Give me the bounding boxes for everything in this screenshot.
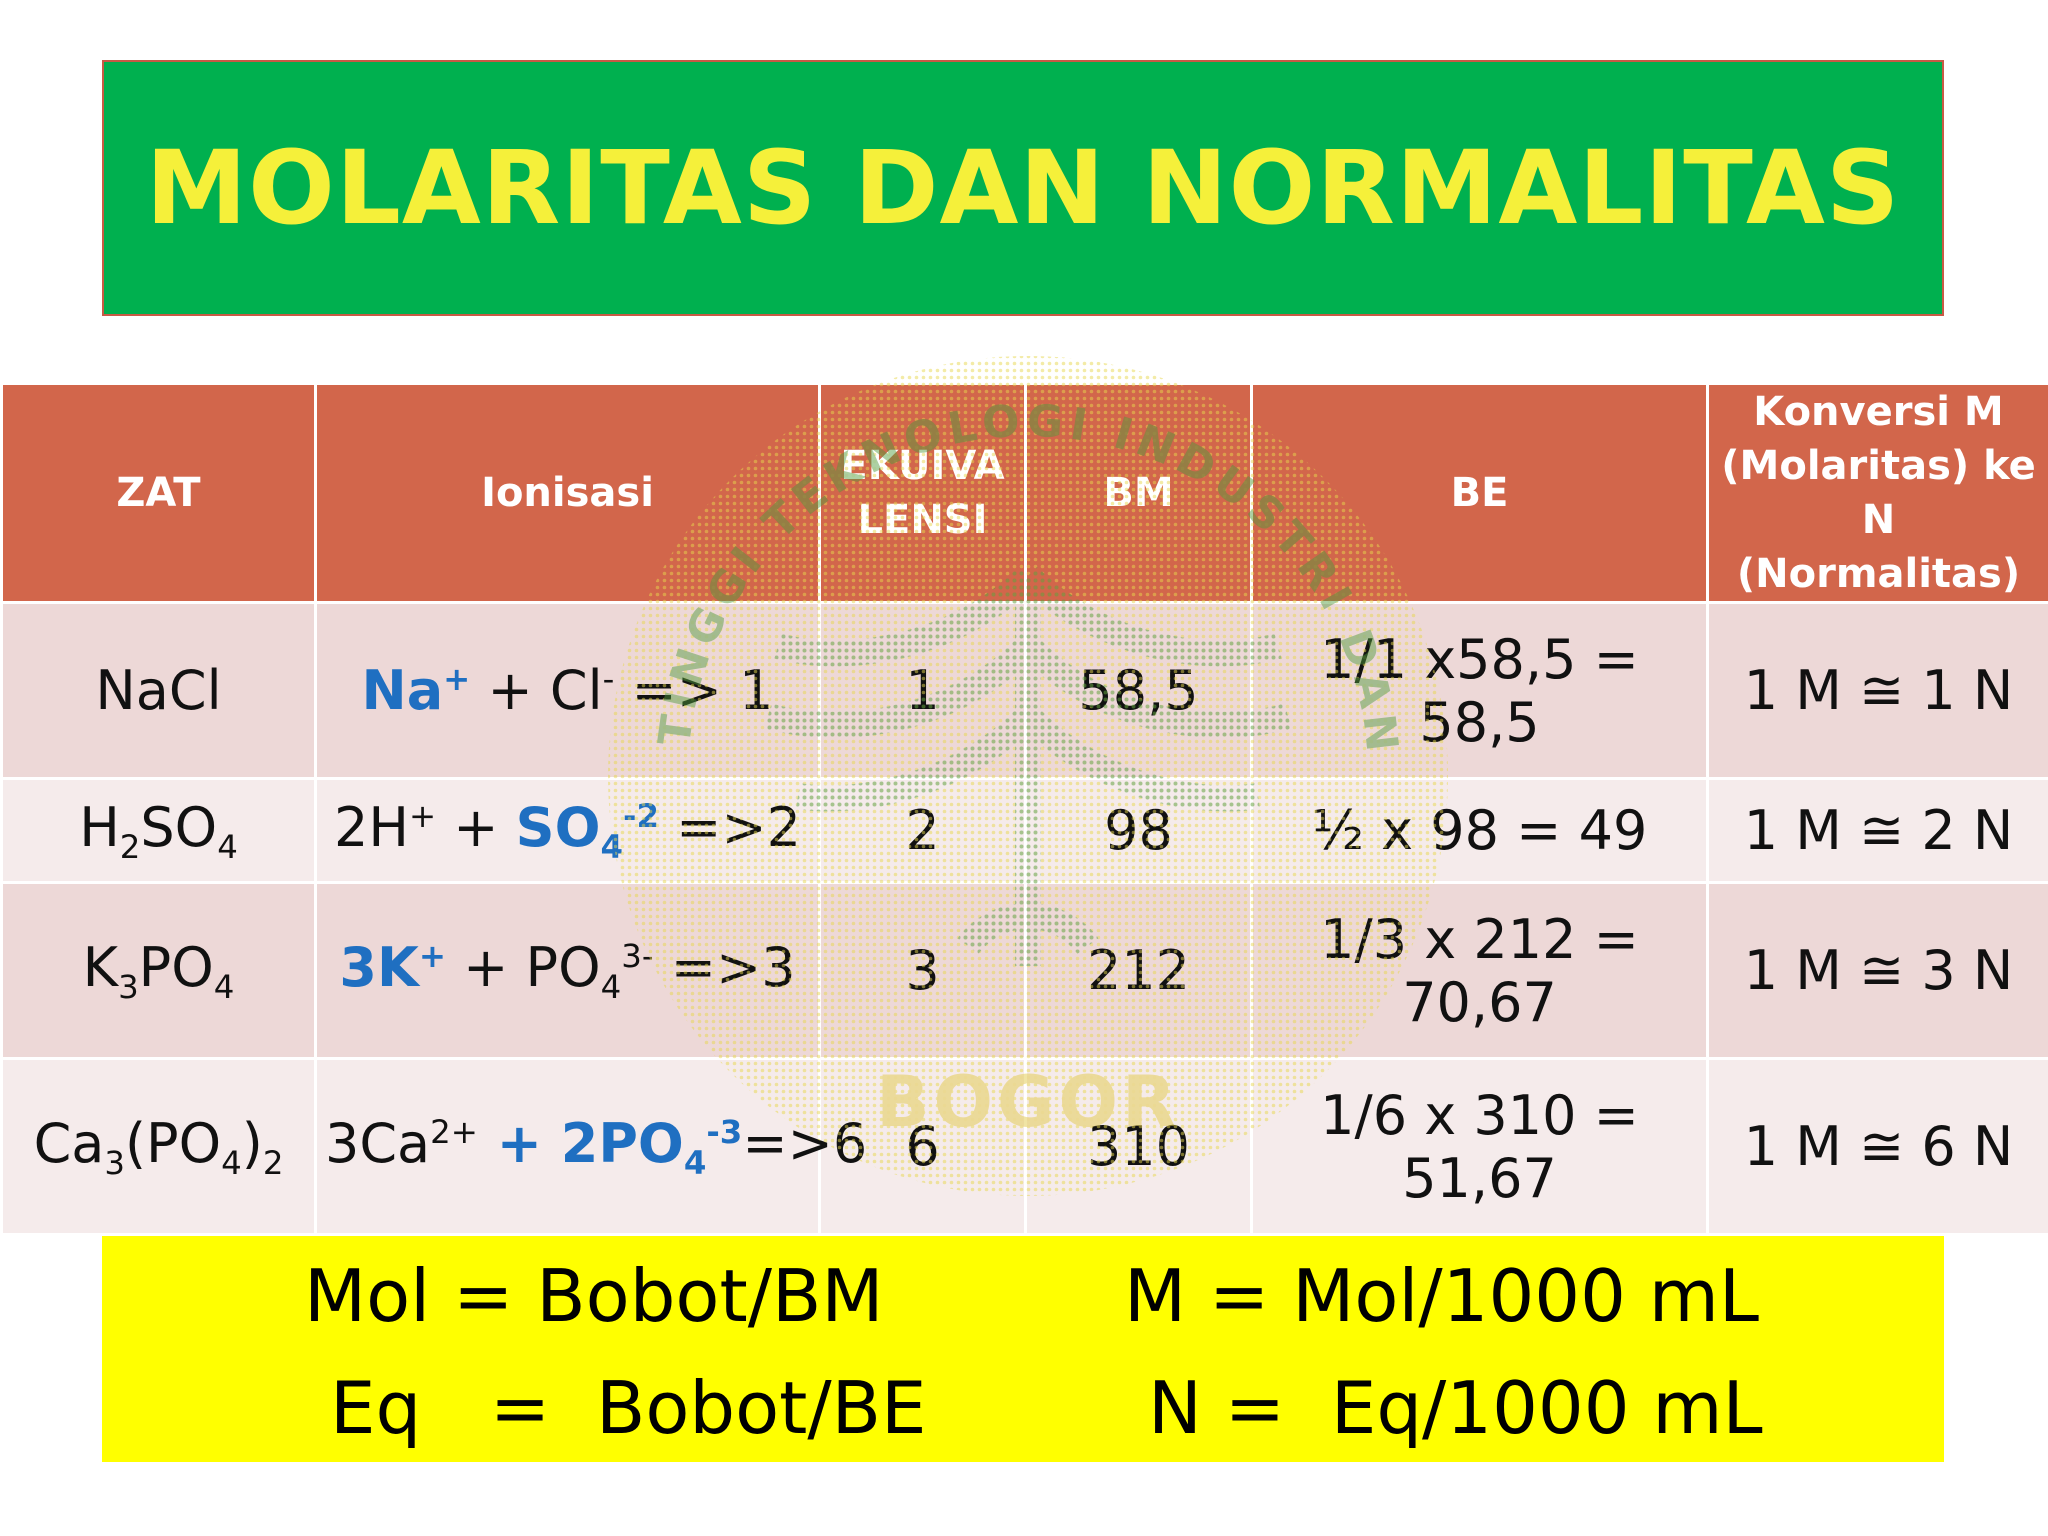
ion-part: 3K bbox=[339, 935, 419, 999]
header-ekuivalensi: EKUIVA LENSI bbox=[818, 382, 1027, 604]
table-header-row: ZAT Ionisasi EKUIVA LENSI BM BE Konversi… bbox=[0, 382, 2048, 604]
header-konversi-line3: N (Normalitas) bbox=[1736, 497, 2021, 597]
cell-bm: 58,5 bbox=[1024, 601, 1253, 780]
zat-part: H bbox=[79, 795, 120, 859]
zat-subscript: 4 bbox=[213, 967, 235, 1006]
ion-part: + Cl bbox=[470, 659, 603, 722]
formula-mol: Mol = Bobot/BM bbox=[304, 1254, 884, 1338]
cell-konversi: 1 M ≅ 2 N bbox=[1706, 777, 2048, 884]
ion-part: 3Ca bbox=[325, 1111, 431, 1175]
header-konversi-line1: Konversi M bbox=[1753, 389, 2004, 435]
conversion-table: ZAT Ionisasi EKUIVA LENSI BM BE Konversi… bbox=[0, 382, 2048, 1236]
ion-part: 2H bbox=[333, 795, 409, 859]
cell-bm: 310 bbox=[1024, 1057, 1253, 1236]
ion-part: Na bbox=[361, 659, 444, 722]
formula-molarity: M = Mol/1000 mL bbox=[1124, 1254, 1760, 1338]
ion-part: + PO bbox=[445, 935, 601, 999]
ion-subscript: 4 bbox=[600, 967, 622, 1006]
be-line1: 1/3 x 212 = bbox=[1320, 907, 1639, 971]
cell-zat: K3PO4 bbox=[0, 881, 317, 1060]
table-row: K3PO4 3K+ + PO43- =>3 3 212 1/3 x 212 = 7… bbox=[0, 881, 2048, 1060]
cell-konversi: 1 M ≅ 3 N bbox=[1706, 881, 2048, 1060]
ion-charge: -3 bbox=[706, 1112, 743, 1151]
header-konversi: Konversi M (Molaritas) ke N (Normalitas) bbox=[1706, 382, 2048, 604]
ion-charge: 2+ bbox=[430, 1112, 478, 1151]
cell-ekuivalensi: 1 bbox=[818, 601, 1027, 780]
ion-charge: -2 bbox=[623, 796, 659, 835]
zat-part: (PO bbox=[124, 1111, 222, 1175]
cell-bm: 212 bbox=[1024, 881, 1253, 1060]
zat-part: PO bbox=[138, 935, 214, 999]
formula-eq: Eq = Bobot/BE bbox=[330, 1366, 927, 1450]
ion-charge: + bbox=[443, 660, 471, 698]
zat-subscript: 4 bbox=[217, 827, 238, 866]
header-ekuivalensi-line2: LENSI bbox=[857, 497, 988, 543]
ion-charge: 3- bbox=[621, 936, 654, 975]
ion-part: + 2PO bbox=[477, 1111, 684, 1175]
header-bm: BM bbox=[1024, 382, 1253, 604]
table-row: Ca3(PO4)2 3Ca2+ + 2PO4-3=>6 6 310 1/6 x … bbox=[0, 1057, 2048, 1236]
be-line1: ½ x 98 = 49 bbox=[1311, 799, 1648, 862]
cell-be: 1/1 x58,5 = 58,5 bbox=[1250, 601, 1709, 780]
cell-be: ½ x 98 = 49 bbox=[1250, 777, 1709, 884]
ion-result: =>2 bbox=[659, 795, 802, 859]
zat-part: K bbox=[82, 935, 119, 999]
ion-subscript: 4 bbox=[600, 827, 624, 866]
ion-part: SO bbox=[515, 795, 601, 859]
zat-formula: NaCl bbox=[95, 659, 222, 722]
zat-subscript: 2 bbox=[119, 827, 141, 866]
cell-bm: 98 bbox=[1024, 777, 1253, 884]
be-line2: 58,5 bbox=[1419, 690, 1540, 754]
header-konversi-line2: (Molaritas) ke bbox=[1721, 443, 2036, 489]
ion-charge: + bbox=[418, 936, 446, 975]
cell-konversi: 1 M ≅ 6 N bbox=[1706, 1057, 2048, 1236]
zat-subscript: 2 bbox=[262, 1143, 284, 1182]
title-banner: MOLARITAS DAN NORMALITAS bbox=[102, 60, 1944, 316]
header-zat: ZAT bbox=[0, 382, 317, 604]
cell-ionisasi: 2H+ + SO4-2 =>2 bbox=[314, 777, 821, 884]
cell-konversi: 1 M ≅ 1 N bbox=[1706, 601, 2048, 780]
cell-zat: H2SO4 bbox=[0, 777, 317, 884]
cell-be: 1/6 x 310 = 51,67 bbox=[1250, 1057, 1709, 1236]
be-line1: 1/1 x58,5 = bbox=[1320, 627, 1639, 691]
header-ionisasi: Ionisasi bbox=[314, 382, 821, 604]
cell-zat: Ca3(PO4)2 bbox=[0, 1057, 317, 1236]
header-be: BE bbox=[1250, 382, 1709, 604]
formula-box: Mol = Bobot/BM M = Mol/1000 mL Eq = Bobo… bbox=[102, 1236, 1944, 1462]
be-line1: 1/6 x 310 = bbox=[1320, 1083, 1639, 1147]
zat-subscript: 3 bbox=[118, 967, 139, 1006]
table-row: H2SO4 2H+ + SO4-2 =>2 2 98 ½ x 98 = 49 1… bbox=[0, 777, 2048, 884]
ion-result: =>6 bbox=[742, 1111, 868, 1175]
cell-ionisasi: 3Ca2+ + 2PO4-3=>6 bbox=[314, 1057, 867, 1236]
zat-part: ) bbox=[241, 1111, 263, 1175]
cell-ekuivalensi: 2 bbox=[818, 777, 1027, 884]
ion-result: =>3 bbox=[653, 935, 796, 999]
be-line2: 70,67 bbox=[1402, 970, 1557, 1034]
ion-result: => 1 bbox=[614, 659, 774, 722]
cell-zat: NaCl bbox=[0, 601, 317, 780]
zat-part: Ca bbox=[33, 1111, 105, 1175]
zat-part: SO bbox=[140, 795, 218, 859]
cell-ekuivalensi: 3 bbox=[818, 881, 1027, 1060]
formula-normality: N = Eq/1000 mL bbox=[1148, 1366, 1763, 1450]
cell-ionisasi: Na+ + Cl- => 1 bbox=[314, 601, 821, 780]
ion-charge: + bbox=[408, 796, 437, 835]
zat-subscript: 3 bbox=[104, 1143, 125, 1182]
ion-subscript: 4 bbox=[683, 1143, 707, 1182]
cell-ionisasi: 3K+ + PO43- =>3 bbox=[314, 881, 821, 1060]
zat-subscript: 4 bbox=[221, 1143, 242, 1182]
ion-part: + bbox=[436, 795, 516, 859]
cell-be: 1/3 x 212 = 70,67 bbox=[1250, 881, 1709, 1060]
table-row: NaCl Na+ + Cl- => 1 1 58,5 1/1 x58,5 = 58… bbox=[0, 601, 2048, 780]
ion-charge: - bbox=[602, 660, 615, 698]
header-ekuivalensi-line1: EKUIVA bbox=[840, 443, 1005, 489]
be-line2: 51,67 bbox=[1402, 1146, 1557, 1210]
page-title: MOLARITAS DAN NORMALITAS bbox=[145, 128, 1901, 248]
